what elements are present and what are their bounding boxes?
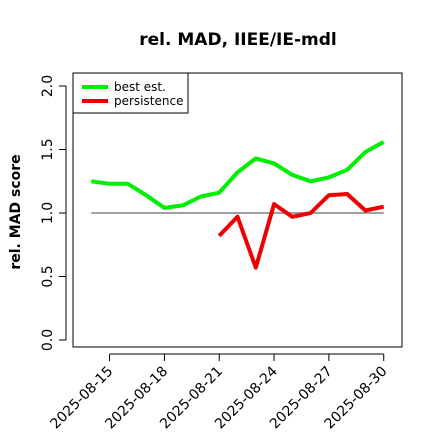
legend-label-persistence: persistence: [114, 94, 183, 108]
y-axis: 0.0 0.5 1.0 1.5 2.0: [40, 75, 67, 351]
series-group: [91, 140, 385, 270]
y-tick-label: 2.0: [40, 75, 56, 97]
y-tick-label: 1.5: [40, 138, 56, 160]
legend: best est. persistence: [72, 72, 189, 114]
chart-title: rel. MAD, IIEE/IE-mdl: [139, 30, 336, 50]
y-axis-label: rel. MAD score: [8, 154, 24, 269]
y-tick-label: 0.5: [40, 265, 56, 287]
plot-frame: [72, 72, 403, 348]
x-axis: 2025-08-152025-08-182025-08-212025-08-24…: [48, 353, 391, 432]
legend-label-best-est: best est.: [114, 80, 166, 94]
y-tick-label: 1.0: [40, 202, 56, 224]
series-line-persistence: [217, 192, 385, 270]
legend-box: [72, 72, 189, 114]
series-line-best-est: [91, 140, 385, 210]
y-tick-label: 0.0: [40, 329, 56, 351]
